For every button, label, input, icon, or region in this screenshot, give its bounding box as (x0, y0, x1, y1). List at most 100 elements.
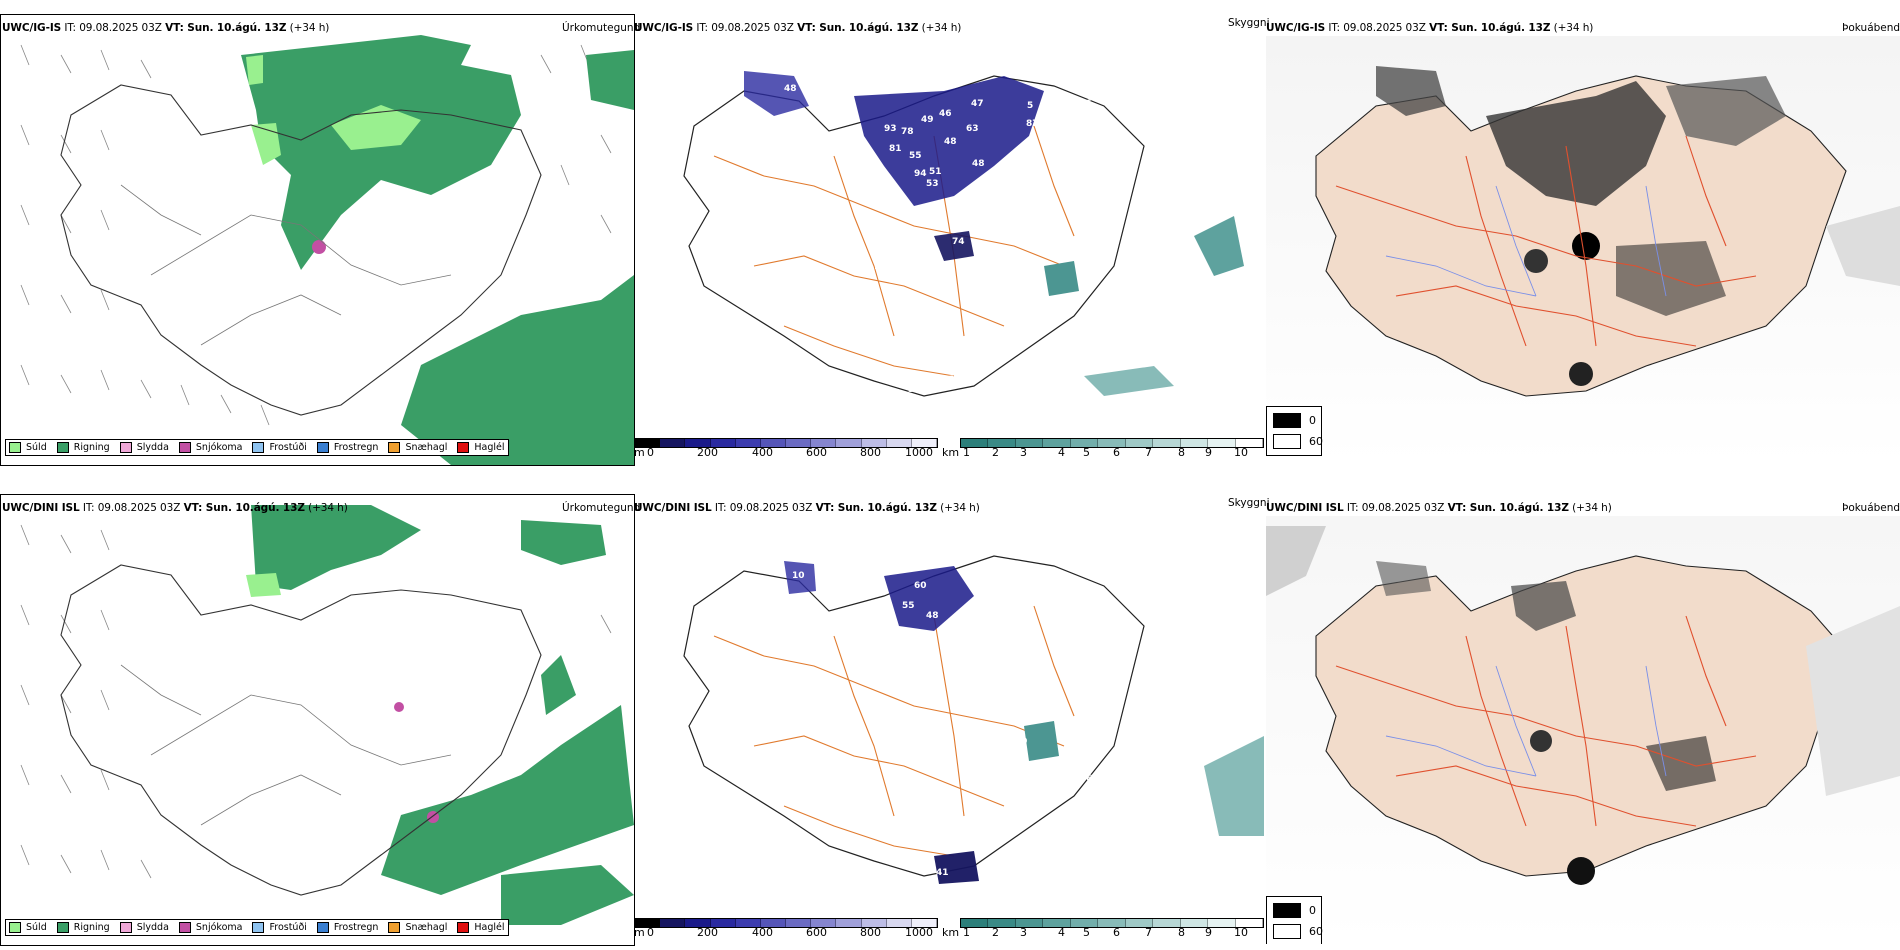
dewpoint-label: 51 (929, 167, 942, 177)
fog-area (1486, 81, 1666, 206)
legend-swatch (457, 922, 470, 933)
vis-area (1044, 261, 1079, 296)
fog-area (1511, 581, 1576, 631)
dewpoint-label: 112 (936, 375, 955, 385)
height-tick: 0 (647, 926, 654, 939)
dewpoint-label: 55 (902, 601, 915, 611)
fog-area (1616, 241, 1726, 316)
valid-time: Sun. 10.ágú. 13Z (819, 22, 919, 34)
height-tick: 400 (752, 446, 773, 459)
dewpoint-label: 52 (1089, 129, 1102, 139)
rain-area (501, 865, 634, 925)
fog-area (1666, 76, 1786, 146)
legend-label: Frostúði (269, 922, 307, 933)
iceland-outline (683, 555, 1145, 877)
dewpoint-label: 130 (874, 262, 893, 272)
dewpoint-label: 81 (889, 144, 902, 154)
legend-label: Frostregn (333, 442, 379, 453)
height-tick: 800 (860, 926, 881, 939)
valid-time-label: VT: (1429, 22, 1452, 34)
dewpoint-label: 48 (944, 137, 957, 147)
offshore-fog (1806, 606, 1900, 796)
visibility-tick: 8 (1178, 446, 1185, 459)
legend-swatch (388, 922, 401, 933)
dewpoint-label: 10 (792, 571, 805, 581)
panel-header: UWC/IG-IS IT: 09.08.2025 03Z VT: Sun. 10… (2, 22, 329, 34)
visibility-tick: 9 (1205, 446, 1212, 459)
dewpoint-label: 49 (921, 115, 934, 125)
init-time: 09.08.2025 03Z (1361, 502, 1445, 514)
vis-area (1084, 366, 1174, 396)
dewpoint-label: 46 (939, 109, 952, 119)
legend-label: Rigning (73, 922, 110, 933)
legend-item: Súld (9, 922, 47, 933)
roads (713, 605, 1075, 857)
drizzle-area (251, 123, 281, 165)
visibility-tick: 4 (1058, 926, 1065, 939)
fog-area (1524, 249, 1548, 273)
lead-time: (+34 h) (289, 22, 330, 34)
height-colorbar-fill (635, 919, 938, 927)
height-tick: 200 (697, 446, 718, 459)
dewpoint-label: 5 (1027, 101, 1033, 111)
fog-area (1567, 857, 1595, 885)
fog-area (1646, 736, 1716, 791)
panel-header: UWC/DINI ISL IT: 09.08.2025 03Z VT: Sun.… (2, 502, 348, 514)
legend-item: Haglél (457, 442, 505, 453)
roads (1335, 615, 1757, 827)
precip-type-panel-top: Súld Rigning Slydda Snjókoma Frostúði Fr… (0, 14, 635, 466)
wind-barbs (20, 44, 612, 426)
lead-time: (+34 h) (921, 22, 962, 34)
visibility-tick: 5 (1083, 926, 1090, 939)
height-tick: 400 (752, 926, 773, 939)
rivers (1385, 185, 1667, 297)
visibility-tick: 3 (1020, 446, 1027, 459)
panel-header: UWC/DINI ISL IT: 09.08.2025 03Z VT: Sun.… (1266, 502, 1612, 514)
fog-area (1530, 730, 1552, 752)
rain-area (251, 505, 421, 590)
height-tick: 800 (860, 446, 881, 459)
visibility-unit: km (942, 926, 960, 939)
fog-legend-swatch (1273, 434, 1301, 449)
legend-item: Frostregn (316, 442, 379, 453)
visibility-tick: 7 (1145, 926, 1152, 939)
visibility-colorbar-fill (961, 919, 1263, 927)
legend-item: Slydda (119, 442, 169, 453)
valid-time: Sun. 10.ágú. 13Z (1469, 502, 1569, 514)
precip-type-panel-bottom: Súld Rigning Slydda Snjókoma Frostúði Fr… (0, 494, 635, 946)
visibility-colorbar-fill (961, 439, 1263, 447)
legend-swatch (316, 442, 329, 453)
dewpoint-label: 90 (1012, 261, 1025, 271)
low-cloud-area (744, 71, 809, 116)
precip-legend: Súld Rigning Slydda Snjókoma Frostúði Fr… (5, 919, 509, 936)
legend-swatch (119, 922, 132, 933)
legend-swatch (457, 442, 470, 453)
offshore-fog (1826, 206, 1900, 286)
fog-legend-row: 0 (1273, 903, 1316, 918)
legend-label: Frostregn (333, 922, 379, 933)
legend-swatch (316, 922, 329, 933)
init-time-label: IT: (714, 502, 730, 514)
dewpoint-label: 93 (884, 124, 897, 134)
vis-area (1024, 721, 1059, 761)
valid-time: Sun. 10.ágú. 13Z (837, 502, 937, 514)
cloudbase-panel-top: 48 55 46 47 63 5 66 93 78 49 48 87 96 81… (634, 36, 1264, 436)
panel-header: UWC/IG-IS IT: 09.08.2025 03Z VT: Sun. 10… (1266, 22, 1593, 34)
legend-item: Súld (9, 442, 47, 453)
visibility-tick: 4 (1058, 446, 1065, 459)
visibility-tick: 10 (1234, 926, 1248, 939)
fog-legend-value: 60 (1309, 435, 1323, 448)
init-time-label: IT: (1328, 22, 1344, 34)
dewpoint-label: 48 (926, 611, 939, 621)
fog-panel-top: 0 60 (1266, 36, 1900, 464)
legend-label: Snjókoma (195, 922, 243, 933)
fog-legend-swatch (1273, 924, 1301, 939)
height-tick: 0 (647, 446, 654, 459)
legend-swatch (56, 922, 69, 933)
fog-legend-swatch (1273, 903, 1301, 918)
panel-title: Skyggni (1228, 17, 1270, 29)
legend-item: Snjókoma (178, 922, 243, 933)
fog-legend-row: 60 (1273, 924, 1323, 939)
legend-item: Frostúði (252, 922, 307, 933)
legend-swatch (252, 922, 265, 933)
